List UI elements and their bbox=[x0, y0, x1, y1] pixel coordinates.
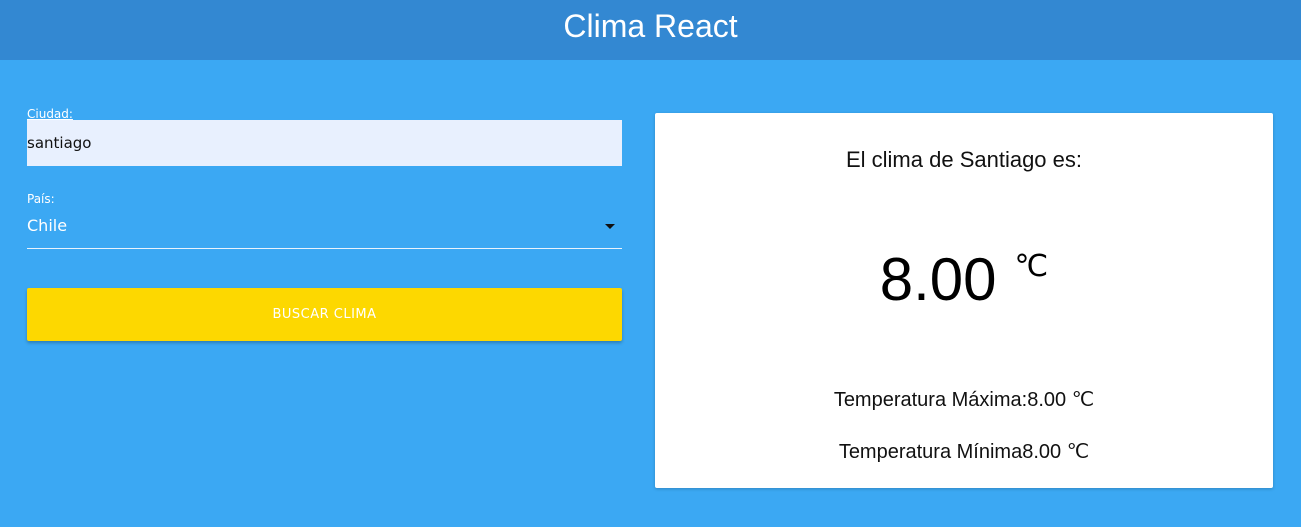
min-temperature-label: Temperatura Mínima bbox=[838, 441, 1023, 463]
app-bar: Clima React bbox=[0, 0, 1301, 60]
max-temperature-value: 8.00 bbox=[1027, 389, 1067, 411]
chevron-down-icon bbox=[605, 224, 615, 229]
country-select-value: Chile bbox=[27, 216, 68, 235]
max-temperature: Temperatura Máxima:8.00 ℃ bbox=[655, 387, 1273, 412]
min-temperature-unit: ℃ bbox=[1066, 441, 1090, 463]
min-temperature-value: 8.00 bbox=[1022, 441, 1062, 463]
weather-title: El clima de Santiago es: bbox=[845, 147, 1083, 172]
app-title: Clima React bbox=[563, 7, 738, 44]
country-select[interactable]: Chile bbox=[27, 208, 622, 249]
country-label: País: bbox=[27, 192, 55, 206]
search-button[interactable]: BUSCAR CLIMA bbox=[27, 288, 622, 341]
city-input[interactable] bbox=[27, 120, 622, 166]
temperature-display: 8.00 ℃ bbox=[655, 245, 1273, 314]
city-label: Ciudad: bbox=[27, 107, 73, 121]
temperature-value: 8.00 bbox=[879, 246, 997, 313]
max-temperature-label: Temperatura Máxima: bbox=[833, 389, 1028, 411]
weather-card: El clima de Santiago es: 8.00 ℃ Temperatu… bbox=[655, 113, 1273, 488]
min-temperature: Temperatura Mínima8.00 ℃ bbox=[655, 439, 1273, 464]
temperature-unit: ℃ bbox=[1014, 250, 1049, 283]
max-temperature-unit: ℃ bbox=[1071, 389, 1095, 411]
